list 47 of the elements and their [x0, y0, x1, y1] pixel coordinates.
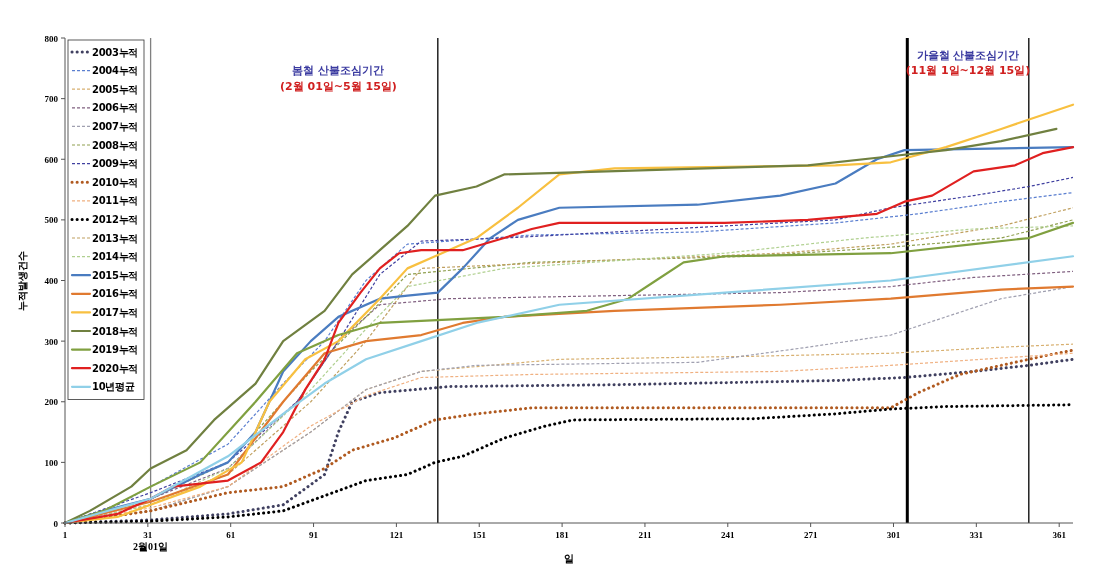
legend-label: 2019누적 [92, 344, 139, 356]
legend-label: 2015누적 [92, 269, 139, 281]
legend-label: 2003누적 [92, 46, 139, 58]
x-tick-label: 121 [389, 530, 404, 540]
annotation: 가을철 산불조심기간 [916, 49, 1020, 63]
legend-label: 2007누적 [92, 120, 139, 132]
y-axis-title: 누적발생건수 [17, 250, 28, 311]
y-tick-label: 500 [44, 215, 59, 226]
legend-label: 2013누적 [92, 232, 139, 244]
legend-label: 2020누적 [92, 362, 139, 374]
x-tick-label: 181 [555, 530, 570, 540]
x-axis-title: 일 [564, 553, 574, 564]
legend-label: 2009누적 [92, 158, 139, 170]
ref-line-label: 2월01일 [133, 541, 169, 552]
x-tick-label: 1 [62, 530, 68, 540]
x-tick-label: 301 [886, 530, 901, 540]
y-tick-label: 400 [44, 276, 59, 286]
x-tick-label: 271 [803, 530, 818, 540]
annotation: (2월 01일~5월 15일) [279, 79, 397, 93]
x-tick-label: 211 [638, 530, 652, 540]
legend-label: 2008누적 [92, 139, 139, 151]
x-tick-label: 361 [1052, 530, 1067, 540]
y-tick-label: 200 [44, 397, 59, 408]
x-tick-label: 61 [226, 530, 236, 540]
legend-label: 2011누적 [92, 195, 139, 207]
legend-label: 2014누적 [92, 251, 139, 263]
legend-label: 2016누적 [92, 288, 139, 300]
legend-label: 2012누적 [92, 213, 139, 225]
legend-label: 2010누적 [92, 176, 139, 188]
legend-label: 2017누적 [92, 306, 139, 318]
legend-label: 10년평균 [92, 381, 135, 393]
y-tick-label: 800 [44, 33, 59, 44]
legend-label: 2005누적 [92, 83, 139, 95]
x-tick-label: 31 [143, 530, 153, 540]
y-tick-label: 0 [53, 518, 59, 529]
legend-label: 2018누적 [92, 325, 139, 337]
y-tick-label: 600 [44, 154, 59, 165]
annotation: 봄철 산불조심기간 [292, 64, 385, 78]
x-tick-label: 151 [472, 530, 487, 540]
legend-label: 2004누적 [92, 65, 139, 77]
y-tick-label: 300 [44, 336, 59, 347]
y-tick-label: 100 [44, 457, 59, 468]
y-tick-label: 700 [44, 94, 59, 105]
x-tick-label: 241 [721, 530, 736, 540]
legend-label: 2006누적 [92, 102, 139, 114]
x-tick-label: 91 [309, 530, 319, 540]
x-tick-label: 331 [969, 530, 984, 540]
